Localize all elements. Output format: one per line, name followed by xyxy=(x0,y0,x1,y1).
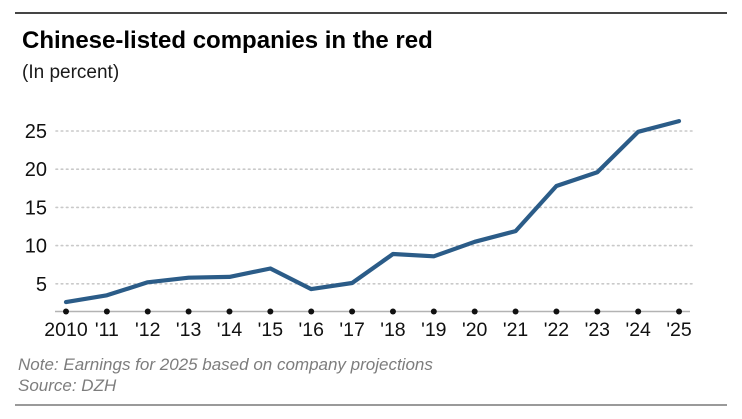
y-tick-label: 20 xyxy=(25,159,47,181)
x-tick-label: '11 xyxy=(95,319,119,341)
x-tick-label: '25 xyxy=(666,319,692,341)
line-chart-svg: 5 10 15 20 25 2010 '11 '12 '13 '14 '15 '16 '17 '18 '19… xyxy=(25,119,693,341)
top-rule xyxy=(15,12,727,14)
line-chart: 5 10 15 20 25 2010 '11 '12 '13 '14 '15 '16 '17 '18 '19… xyxy=(0,100,742,350)
x-tick-label: '23 xyxy=(585,319,610,341)
x-tick-dot xyxy=(349,308,356,315)
x-tick-dot xyxy=(389,308,396,315)
x-tick-label: '18 xyxy=(380,319,405,341)
x-tick-label: '13 xyxy=(176,319,201,341)
x-tick-dot xyxy=(512,308,519,315)
chart-subtitle: (In percent) xyxy=(22,62,120,83)
bottom-rule xyxy=(15,404,727,406)
x-tick-label: '12 xyxy=(135,319,160,341)
x-tick-dot xyxy=(676,308,683,315)
x-tick-dot xyxy=(226,308,233,315)
x-tick-label: '21 xyxy=(503,319,528,341)
x-tick-dot xyxy=(103,308,110,315)
chart-source: Source: DZH xyxy=(18,376,117,395)
chart-title: Chinese-listed companies in the red xyxy=(22,27,433,54)
x-tick-dot xyxy=(185,308,192,315)
x-tick-dot xyxy=(63,308,69,315)
x-tick-label: '19 xyxy=(421,319,446,341)
x-tick-dot xyxy=(267,308,274,315)
x-tick-label: '14 xyxy=(217,319,243,341)
x-tick-dot xyxy=(594,308,601,315)
y-tick-label: 5 xyxy=(36,274,47,296)
x-tick-dot xyxy=(553,308,560,315)
x-tick-label: '16 xyxy=(299,319,324,341)
x-tick-dot xyxy=(144,308,151,315)
x-tick-label: 2010 xyxy=(44,319,88,341)
y-tick-label: 10 xyxy=(25,236,47,258)
y-tick-label: 15 xyxy=(25,197,47,219)
x-tick-dot xyxy=(308,308,315,315)
y-tick-label: 25 xyxy=(25,121,47,143)
x-tick-label: '15 xyxy=(258,319,284,341)
data-line xyxy=(63,119,682,305)
x-tick-label: '22 xyxy=(544,319,569,341)
chart-note: Note: Earnings for 2025 based on company… xyxy=(18,355,433,374)
x-tick-label: '20 xyxy=(462,319,488,341)
x-tick-label: '17 xyxy=(339,319,364,341)
x-tick-dot xyxy=(430,308,437,315)
x-tick-dot xyxy=(635,308,642,315)
x-tick-dot xyxy=(471,308,478,315)
x-tick-label: '24 xyxy=(625,319,651,341)
